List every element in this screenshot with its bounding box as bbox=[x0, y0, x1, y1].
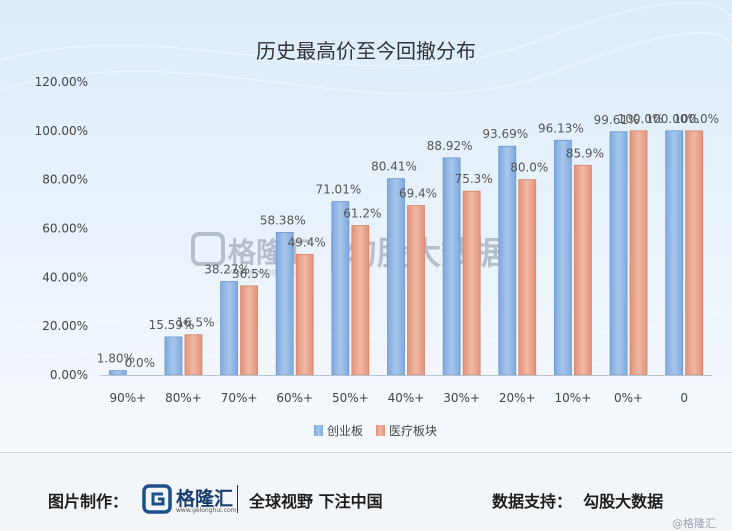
slogan: 全球视野 下注中国 bbox=[249, 492, 383, 511]
bar-chuangye bbox=[442, 157, 461, 376]
y-tick-label: 0.00% bbox=[50, 368, 88, 382]
y-tick-label: 100.00% bbox=[35, 124, 88, 138]
bar-yiliao bbox=[351, 225, 370, 376]
data-label-chuangye: 88.92% bbox=[427, 139, 473, 153]
bar-chart: 历史最高价至今回撤分布 格隆汇 www.gelonghui.com 勾股大数据 … bbox=[34, 39, 720, 438]
data-label-yiliao: 100.0% bbox=[618, 112, 664, 126]
footer-divider bbox=[237, 485, 238, 513]
data-label-chuangye: 100.00% bbox=[645, 112, 698, 126]
data-label-yiliao: 0.0% bbox=[125, 356, 156, 370]
x-tick-label: 50%+ bbox=[332, 391, 369, 405]
legend-label-chuangye: 创业板 bbox=[327, 424, 363, 438]
bar-yiliao bbox=[518, 179, 537, 376]
bar-chuangye bbox=[108, 370, 127, 376]
data-label-yiliao: 69.4% bbox=[399, 187, 437, 201]
y-tick-label: 20.00% bbox=[42, 319, 88, 333]
x-tick-label: 80%+ bbox=[165, 391, 202, 405]
y-tick-label: 60.00% bbox=[42, 222, 88, 236]
data-support: 数据支持： 勾股大数据 bbox=[492, 492, 664, 511]
y-tick-label: 120.00% bbox=[35, 75, 88, 89]
x-tick-label: 0 bbox=[680, 391, 688, 405]
bar-chuangye bbox=[498, 145, 517, 376]
bar-chuangye bbox=[665, 130, 684, 376]
brand-logo-icon bbox=[142, 484, 172, 514]
chart-title: 历史最高价至今回撤分布 bbox=[256, 39, 476, 63]
bar-chuangye bbox=[164, 336, 183, 376]
x-tick-label: 20%+ bbox=[499, 391, 536, 405]
y-tick-label: 80.00% bbox=[42, 173, 88, 187]
x-axis: 90%+ 80%+ 70%+ 60%+ 50%+ 40%+ 30%+ 20%+ 10%+ 0%+ 0 bbox=[100, 375, 712, 405]
chart-area: 历史最高价至今回撤分布 格隆汇 www.gelonghui.com 勾股大数据 … bbox=[0, 0, 732, 452]
bar-yiliao bbox=[629, 130, 648, 376]
data-label-yiliao: 16.5% bbox=[176, 316, 214, 330]
bar-yiliao bbox=[574, 164, 592, 376]
bar-yiliao bbox=[295, 253, 314, 376]
brand-url: www.gelonghui.com bbox=[176, 507, 237, 514]
data-label-chuangye: 80.41% bbox=[371, 160, 417, 174]
data-label-yiliao: 100.0% bbox=[673, 112, 719, 126]
bar-chuangye bbox=[554, 139, 572, 376]
brand-name: 格隆汇 bbox=[176, 488, 234, 510]
chart-legend: 创业板 医疗板块 bbox=[314, 424, 437, 438]
x-tick-label: 90%+ bbox=[109, 391, 146, 405]
data-label-yiliao: 36.5% bbox=[232, 267, 270, 281]
x-tick-label: 70%+ bbox=[221, 391, 258, 405]
bar-yiliao bbox=[184, 334, 203, 376]
bar-yiliao bbox=[407, 205, 425, 376]
data-label-chuangye: 58.38% bbox=[260, 213, 306, 227]
bar-yiliao bbox=[240, 285, 258, 376]
made-by-label: 图片制作： bbox=[48, 492, 129, 511]
data-label-chuangye: 38.27% bbox=[204, 263, 250, 277]
x-tick-label: 30%+ bbox=[443, 391, 480, 405]
legend-swatch-yiliao bbox=[376, 425, 385, 436]
bar-chuangye bbox=[609, 131, 628, 376]
credit: @格隆汇 bbox=[672, 517, 716, 530]
data-label-chuangye: 71.01% bbox=[315, 183, 361, 197]
data-label-chuangye: 15.59% bbox=[149, 318, 195, 332]
x-tick-label: 60%+ bbox=[276, 391, 313, 405]
x-tick-label: 0%+ bbox=[614, 391, 643, 405]
watermark-domain: www.gelonghui.com bbox=[228, 267, 309, 276]
y-tick-label: 40.00% bbox=[42, 270, 88, 284]
data-label-yiliao: 61.2% bbox=[343, 207, 381, 221]
data-label-chuangye: 93.69% bbox=[482, 127, 528, 141]
bar-chuangye bbox=[275, 232, 294, 376]
legend-swatch-chuangye bbox=[314, 425, 323, 436]
legend-label-yiliao: 医疗板块 bbox=[389, 424, 437, 438]
data-label-yiliao: 85.9% bbox=[566, 146, 604, 160]
watermark-logo-icon bbox=[191, 232, 225, 266]
bar-chuangye bbox=[331, 201, 350, 376]
bar-chuangye bbox=[387, 178, 405, 376]
x-tick-label: 10%+ bbox=[555, 391, 592, 405]
data-label-yiliao: 75.3% bbox=[455, 172, 493, 186]
bar-chuangye bbox=[220, 281, 238, 376]
bar-yiliao bbox=[685, 130, 704, 376]
data-label-yiliao: 49.4% bbox=[288, 235, 326, 249]
y-axis: 0.00% 20.00% 40.00% 60.00% 80.00% 100.00% 120.… bbox=[35, 75, 88, 382]
data-label-chuangye: 99.61% bbox=[594, 113, 640, 127]
data-label-chuangye: 1.80% bbox=[97, 352, 135, 366]
footer: 图片制作： 格隆汇 www.gelonghui.com 全球视野 下注中国 数据… bbox=[0, 452, 732, 531]
x-tick-label: 40%+ bbox=[388, 391, 425, 405]
bar-yiliao bbox=[462, 190, 481, 376]
data-label-yiliao: 80.0% bbox=[510, 161, 548, 175]
data-label-chuangye: 96.13% bbox=[538, 121, 584, 135]
bars: 1.80%0.0% 15.59%16.5% 38.27%36.5% 58.38% 49.… bbox=[97, 112, 719, 376]
